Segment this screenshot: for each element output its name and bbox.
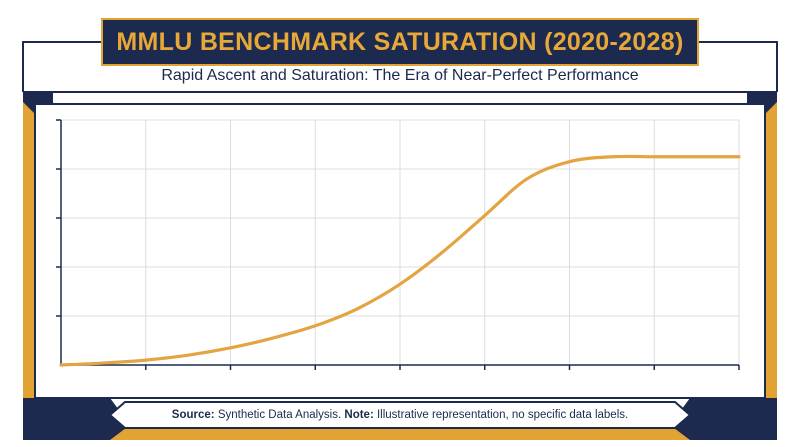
frame-bottom-navy-left: [23, 398, 130, 440]
title-banner: MMLU BENCHMARK SATURATION (2020-2028): [101, 18, 699, 66]
grid-layer: [61, 119, 740, 365]
footer-source-text: Synthetic Data Analysis.: [217, 409, 342, 421]
chart-subtitle: Rapid Ascent and Saturation: The Era of …: [161, 67, 639, 84]
footer-plaque: [108, 401, 692, 429]
frame-outline: [22, 41, 101, 92]
footer-note-label: Note:: [344, 409, 374, 421]
frame-bottom-navy-right: [670, 398, 777, 440]
footer-note-text: Illustrative representation, no specific…: [376, 409, 629, 421]
footer-note: Source: Synthetic Data Analysis. Note: I…: [130, 403, 670, 427]
series-line-0: [59, 154, 741, 367]
axis-layer: [56, 119, 740, 370]
series-layer: [59, 154, 741, 367]
footer-source-label: Source:: [171, 409, 215, 421]
frame-outline-right: [699, 41, 778, 92]
chart-title: MMLU BENCHMARK SATURATION (2020-2028): [116, 27, 684, 56]
